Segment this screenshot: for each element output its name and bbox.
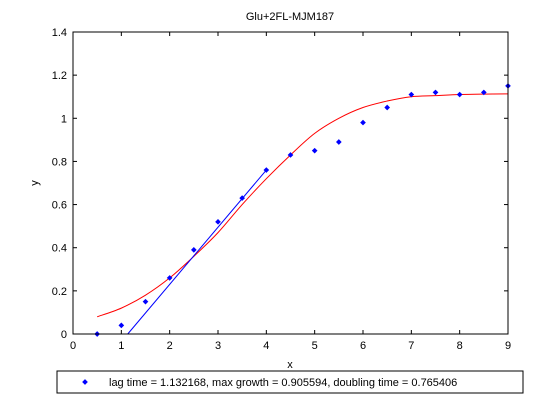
x-tick-label: 2 — [167, 340, 173, 352]
y-tick-label: 1.4 — [52, 27, 67, 39]
x-tick-label: 7 — [408, 340, 414, 352]
data-point — [263, 167, 270, 173]
y-tick-label: 0.4 — [52, 243, 67, 255]
fit-curve-line — [97, 93, 509, 318]
data-point — [287, 152, 294, 158]
x-tick-label: 1 — [118, 340, 124, 352]
y-ticks: 0 0.2 0.4 0.6 0.8 1 1.2 1.4 — [52, 27, 508, 341]
data-point — [215, 219, 221, 225]
x-tick-label: 5 — [312, 340, 318, 352]
y-tick-label: 1 — [61, 113, 67, 125]
data-point — [481, 89, 487, 96]
data-point — [408, 91, 415, 98]
x-tick-label: 8 — [457, 340, 463, 352]
y-tick-label: 0.8 — [52, 156, 67, 168]
x-axis-label: x — [287, 359, 293, 371]
axes-box — [72, 31, 509, 335]
data-point — [456, 91, 463, 98]
y-axis-label: y — [29, 180, 41, 186]
x-tick-label: 0 — [70, 340, 76, 352]
x-tick-label: 3 — [215, 340, 221, 352]
data-point — [384, 104, 390, 111]
legend: lag time = 1.132168, max growth = 0.9055… — [56, 370, 524, 394]
data-point — [142, 298, 149, 305]
data-point — [166, 275, 173, 281]
legend-marker — [82, 379, 88, 385]
y-tick-label: 0.6 — [52, 200, 67, 212]
y-tick-label: 0 — [61, 329, 67, 341]
data-point — [432, 89, 439, 96]
plot-area — [73, 32, 508, 334]
chart-title: Glu+2FL-MJM187 — [246, 11, 334, 23]
x-tick-label: 6 — [360, 340, 366, 352]
legend-entry: lag time = 1.132168, max growth = 0.9055… — [109, 377, 457, 389]
x-tick-label: 4 — [263, 340, 269, 352]
y-tick-label: 1.2 — [52, 70, 67, 82]
data-point — [239, 195, 245, 201]
data-point — [336, 139, 342, 145]
legend-box — [56, 370, 524, 394]
data-point — [360, 119, 366, 126]
series-group — [94, 83, 511, 337]
data-point — [118, 322, 125, 329]
data-point — [311, 147, 318, 154]
data-point — [191, 247, 197, 253]
y-tick-label: 0.2 — [52, 286, 67, 298]
x-tick-label: 9 — [505, 340, 511, 352]
